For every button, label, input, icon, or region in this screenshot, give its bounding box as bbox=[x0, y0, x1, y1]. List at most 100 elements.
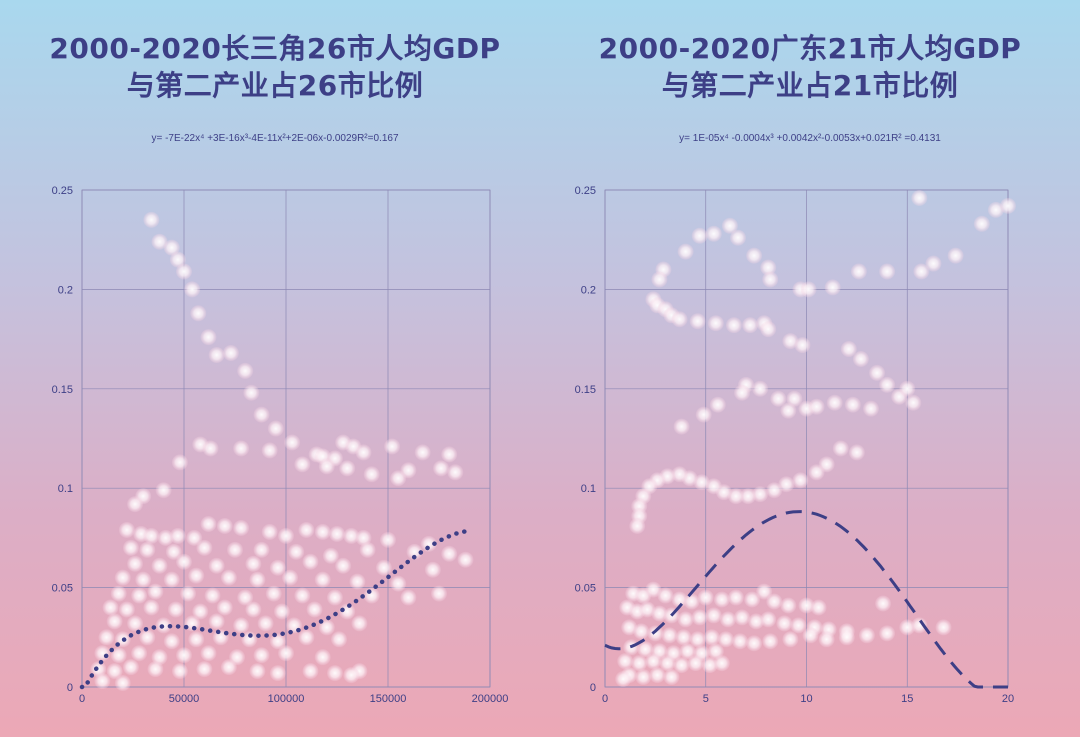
data-point bbox=[649, 667, 666, 684]
data-point bbox=[122, 659, 139, 676]
data-point bbox=[127, 555, 144, 572]
data-point bbox=[661, 627, 678, 644]
data-point bbox=[343, 527, 360, 544]
data-point bbox=[840, 341, 857, 358]
data-point bbox=[441, 545, 458, 562]
chart-title-line-1: 2000-2020广东21市人均GDP bbox=[598, 32, 1022, 65]
x-tick-label: 200000 bbox=[472, 693, 509, 705]
data-point bbox=[363, 587, 380, 604]
data-point bbox=[740, 488, 757, 505]
data-point bbox=[165, 543, 182, 560]
data-point bbox=[431, 585, 447, 602]
data-point bbox=[94, 645, 111, 662]
y-tick-label: 0.2 bbox=[581, 284, 596, 296]
data-point bbox=[707, 315, 724, 332]
data-point bbox=[261, 442, 278, 459]
y-tick-label: 0.15 bbox=[52, 384, 73, 396]
data-point bbox=[899, 380, 916, 397]
data-point bbox=[106, 613, 123, 630]
chart-title-line-2: 与第二产业占26市比例 bbox=[126, 69, 424, 102]
y-tick-label: 0.15 bbox=[575, 384, 596, 396]
data-point bbox=[875, 595, 892, 612]
data-point bbox=[351, 615, 368, 632]
data-point bbox=[798, 597, 815, 614]
data-point bbox=[314, 523, 331, 540]
data-point bbox=[237, 589, 254, 606]
x-tick-label: 20 bbox=[1002, 693, 1014, 705]
data-point bbox=[689, 631, 706, 648]
data-point bbox=[645, 653, 662, 670]
data-point bbox=[267, 420, 284, 437]
data-point bbox=[200, 645, 217, 662]
y-tick-label: 0.1 bbox=[581, 483, 596, 495]
data-point bbox=[355, 444, 372, 461]
data-point bbox=[222, 345, 239, 362]
data-point bbox=[671, 311, 688, 328]
data-point bbox=[629, 517, 646, 534]
data-point bbox=[1000, 197, 1016, 214]
data-point bbox=[196, 539, 213, 556]
data-point bbox=[329, 525, 345, 542]
data-point bbox=[143, 211, 160, 228]
data-point bbox=[186, 529, 203, 546]
data-point bbox=[734, 609, 751, 626]
data-point bbox=[659, 655, 676, 672]
data-point bbox=[879, 376, 896, 393]
data-point bbox=[163, 239, 180, 256]
data-point bbox=[233, 519, 250, 536]
data-point bbox=[673, 418, 690, 435]
data-point bbox=[705, 478, 722, 495]
x-tick-label: 50000 bbox=[169, 693, 200, 705]
data-point bbox=[925, 255, 942, 272]
data-point bbox=[639, 601, 656, 618]
y-tick-label: 0.25 bbox=[52, 185, 73, 197]
data-point bbox=[278, 527, 294, 544]
data-point bbox=[802, 627, 819, 644]
data-point bbox=[326, 589, 343, 606]
data-point bbox=[725, 317, 742, 334]
data-point bbox=[679, 643, 696, 660]
data-point bbox=[858, 627, 875, 644]
data-point bbox=[318, 458, 335, 475]
data-point bbox=[188, 631, 205, 648]
x-tick-label: 10 bbox=[800, 693, 812, 705]
data-point bbox=[233, 617, 250, 634]
data-point bbox=[131, 645, 148, 662]
data-point bbox=[631, 655, 648, 672]
x-tick-label: 5 bbox=[703, 693, 709, 705]
chart-panel-right: 2000-2020广东21市人均GDP 与第二产业占21市比例 y= 1E-05… bbox=[540, 0, 1080, 737]
scatter-chart-yangtze-delta: 0 0.05 0.1 0.15 0.2 0.25 0 50000 100000 150000 200… bbox=[52, 185, 509, 705]
data-point bbox=[732, 633, 749, 650]
data-point bbox=[139, 629, 156, 646]
data-point bbox=[192, 603, 209, 620]
data-point bbox=[171, 663, 188, 680]
data-point bbox=[349, 573, 366, 590]
data-point bbox=[705, 607, 722, 624]
data-point bbox=[879, 263, 896, 280]
data-point bbox=[298, 521, 315, 538]
data-point bbox=[746, 247, 763, 264]
data-point bbox=[269, 633, 286, 650]
data-point bbox=[671, 466, 688, 483]
data-point bbox=[727, 589, 744, 606]
data-point bbox=[294, 456, 311, 473]
data-point bbox=[705, 225, 722, 242]
data-point bbox=[163, 633, 180, 650]
data-point bbox=[114, 675, 131, 692]
data-point bbox=[760, 611, 777, 628]
data-point bbox=[249, 663, 266, 680]
data-point bbox=[879, 625, 896, 642]
data-point bbox=[220, 569, 237, 586]
data-point bbox=[808, 398, 825, 415]
data-point bbox=[683, 593, 700, 610]
data-point bbox=[208, 347, 225, 364]
data-point bbox=[766, 482, 783, 499]
data-point bbox=[645, 581, 662, 598]
data-point bbox=[677, 611, 694, 628]
data-point bbox=[176, 553, 192, 570]
data-point bbox=[204, 587, 221, 604]
data-point bbox=[359, 541, 376, 558]
trendline bbox=[79, 528, 472, 690]
data-point bbox=[216, 599, 233, 616]
data-point bbox=[106, 663, 123, 680]
